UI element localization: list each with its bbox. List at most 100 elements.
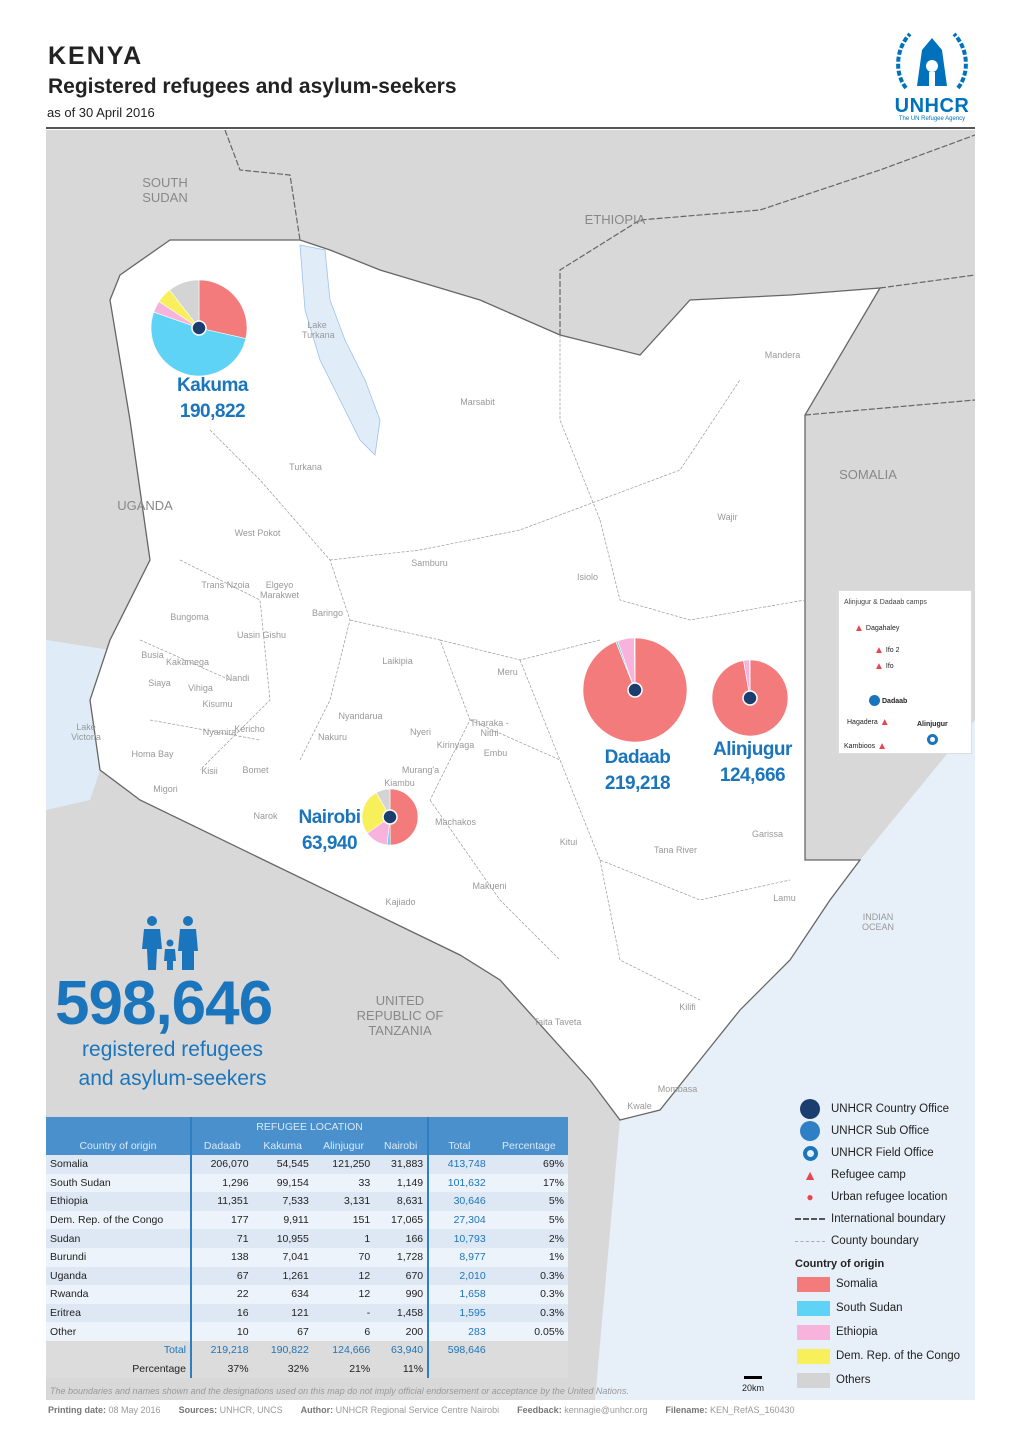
cell-dadaab: 138 [190,1247,253,1267]
inset-title: Alinjugur & Dadaab camps [844,599,927,606]
cell-dadaab: 177 [190,1210,253,1230]
camp-label-dadaab: Dadaab 219,218 [590,745,685,797]
col-nairobi: Nairobi [374,1136,429,1155]
total-label-line1: registered refugees [82,1038,263,1061]
county-label: Machakos [434,817,477,827]
cell-total: 2,010 [427,1266,490,1286]
inset-item: ▲ Ifo [874,661,894,672]
camp-name: Dadaab [604,747,671,768]
table-row: Other 10 67 6 200 283 0.05% [46,1322,568,1341]
unhcr-sub-office-icon [795,1121,825,1141]
county-label: Tharaka - Nithi [470,718,512,738]
cell-alinjugur: 6 [312,1322,375,1341]
table-row: Ethiopia 11,351 7,533 3,131 8,631 30,646 5% [46,1192,568,1211]
cell-percentage: 17% [489,1173,568,1193]
cell-percentage: 69% [489,1155,568,1174]
footer-value: KEN_RefAS_160430 [709,1405,795,1415]
cell-alinjugur: - [312,1303,375,1323]
county-boundary-icon [795,1240,825,1242]
county-label: Siaya [148,678,171,688]
unhcr-office-icon [382,809,398,825]
ocean-label: INDIAN OCEAN [861,912,896,932]
inset-item: ▲ Ifo 2 [874,645,900,656]
county-label: Kisii [201,766,218,776]
county-label: Kisumu [202,699,233,709]
footer-key: Feedback: [517,1405,562,1415]
cell-nairobi: 1,728 [374,1247,429,1267]
cell-nairobi: 990 [374,1285,429,1304]
inset-label: Dagahaley [865,625,900,632]
inset-item: Alinjugur [917,721,948,745]
cell-total: 283 [427,1322,490,1341]
col-total: Total [427,1117,490,1155]
country-label: SOUTH SUDAN [142,175,192,205]
cell-kakuma: 67 [252,1322,313,1341]
cell-country: Eritrea [46,1303,191,1323]
cell-alinjugur: 151 [312,1210,375,1230]
cell-percentage: 0.05% [489,1322,568,1341]
footer-value: UNHCR, UNCS [219,1405,283,1415]
cell-country: Sudan [46,1229,191,1248]
cell-total: 1,658 [427,1285,490,1304]
footer: Printing date: 08 May 2016 Sources: UNHCR… [48,1405,795,1415]
cell-kakuma: 7,533 [252,1192,313,1211]
cell-dadaab: 10 [190,1322,253,1341]
inset-item: ▲ Dagahaley [854,623,899,634]
cell-alinjugur: 12 [312,1285,375,1304]
camp-total: 219,218 [604,773,671,794]
camp-label-nairobi: Nairobi 63,940 [282,805,377,857]
cell-total: 101,632 [427,1173,490,1193]
logo-name: UNHCR [894,95,970,117]
unhcr-field-office-icon [795,1145,825,1161]
pie-slice-others [375,788,391,819]
table-row: Eritrea 16 121-1,458 1,595 0.3% [46,1303,568,1323]
country-label: ETHIOPIA [584,212,646,227]
unhcr-country-office-icon [795,1099,825,1119]
summary-cell [427,1359,490,1379]
origin-label: Somalia [836,1278,878,1290]
col-alinjugur: Alinjugur [312,1136,375,1155]
footer-value: kennagie@unhcr.org [564,1405,648,1415]
unhcr-office-icon [742,690,758,706]
footer-item: Printing date: 08 May 2016 [48,1405,161,1415]
cell-nairobi: 17,065 [374,1210,429,1230]
color-swatch [797,1348,830,1364]
county-label: Kitui [559,837,578,847]
cell-alinjugur: 121,250 [312,1155,375,1174]
cell-total: 10,793 [427,1229,490,1248]
cell-country: Uganda [46,1266,191,1286]
summary-cell: 598,646 [427,1340,490,1360]
origin-label: South Sudan [836,1302,903,1314]
county-label: Nandi [225,673,250,683]
summary-cell: Total [46,1340,191,1360]
refugee-camp-icon: ▲ [803,1167,817,1183]
col-dadaab: Dadaab [190,1136,253,1155]
col-country: Country of origin [46,1117,191,1155]
cell-kakuma: 634 [252,1285,313,1304]
cell-nairobi: 200 [374,1322,429,1341]
cell-percentage: 0.3% [489,1266,568,1286]
county-label: Trans Nzoia [201,580,250,590]
county-label: Narok [253,811,278,821]
cell-nairobi: 31,883 [374,1155,429,1174]
origin-legend-item: South Sudan [795,1296,975,1320]
cell-nairobi: 1,149 [374,1173,429,1193]
cell-percentage: 2% [489,1229,568,1248]
scale-label: 20km [742,1383,765,1393]
county-label: Lamu [773,893,796,903]
unhcr-logo: UNHCR The UN Refugee Agency [886,28,978,122]
origin-legend-item: Ethiopia [795,1320,975,1344]
county-label: Migori [153,784,178,794]
pct-row: Percentage 37% 32% 21% 11% [46,1359,568,1379]
color-swatch [797,1276,830,1292]
legend-label: UNHCR Country Office [831,1103,950,1115]
camp-name: Alinjugur [713,739,792,760]
refugee-camp-icon: ▲ [874,645,884,656]
table-row: Uganda 67 1,261 12 670 2,010 0.3% [46,1266,568,1286]
inset-label: Alinjugur [917,721,948,728]
inset-label: Hagadera [847,719,878,726]
country-label: UNITED REPUBLIC OF TANZANIA [356,993,447,1038]
county-label: Meru [497,667,518,677]
group-header: REFUGEE LOCATION [189,1117,429,1136]
refugee-family-icon [142,916,198,970]
